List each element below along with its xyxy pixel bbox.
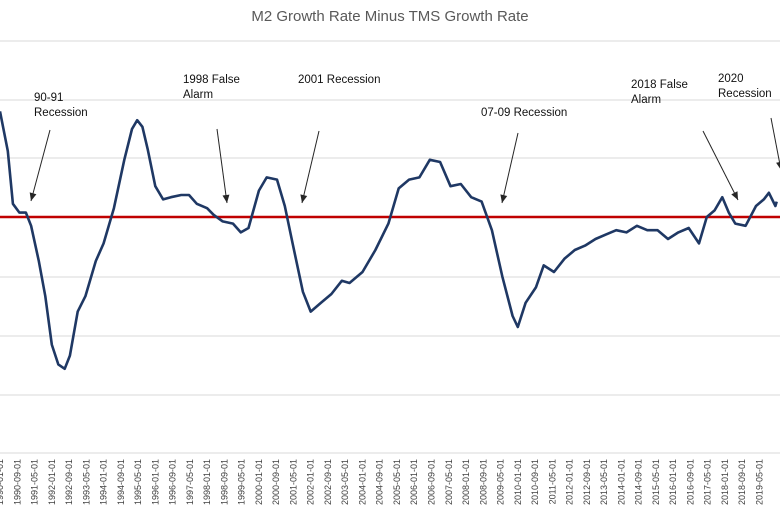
x-tick-label: 1998-01-01 — [202, 459, 212, 505]
x-tick-label: 2004-09-01 — [375, 459, 385, 505]
x-tick-label: 2012-09-01 — [582, 459, 592, 505]
annotation-arrow — [500, 132, 519, 204]
annotation-label: 90-91 Recession — [34, 92, 88, 119]
x-tick-label: 2011-05-01 — [547, 459, 557, 504]
annotation-label: 2001 Recession — [298, 74, 380, 86]
x-tick-label: 1998-09-01 — [219, 459, 229, 505]
x-tick-label: 2013-05-01 — [599, 459, 609, 505]
gridlines — [0, 40, 780, 454]
annotation-arrow — [702, 130, 739, 201]
x-tick-label: 1990-09-01 — [12, 459, 22, 505]
x-tick-label: 1996-01-01 — [150, 459, 160, 505]
annotation-arrows — [29, 117, 780, 204]
x-tick-label: 1992-01-01 — [47, 459, 57, 505]
x-tick-label: 2006-01-01 — [409, 459, 419, 505]
annotation-label: 2020 Recession — [718, 73, 772, 100]
x-tick-label: 2002-09-01 — [323, 459, 333, 505]
x-tick-label: 2010-09-01 — [530, 459, 540, 505]
annotation-arrow — [300, 130, 320, 204]
x-tick-label: 1995-05-01 — [133, 459, 143, 505]
annotation-label: 1998 False Alarm — [183, 74, 240, 101]
x-tick-label: 2017-05-01 — [703, 459, 713, 505]
x-tick-label: 2012-01-01 — [565, 459, 575, 505]
x-tick-label: 2003-05-01 — [340, 459, 350, 505]
x-axis-ticks: 1990-01-01 1990-09-01 1991-05-01 1992-01-01… — [0, 459, 764, 505]
x-tick-label: 2008-01-01 — [461, 459, 471, 505]
x-tick-label: 2000-01-01 — [254, 459, 264, 505]
series-line — [0, 111, 778, 371]
x-tick-label: 2014-01-01 — [616, 459, 626, 505]
x-tick-label: 1990-01-01 — [0, 459, 5, 505]
x-tick-label: 2018-01-01 — [720, 459, 730, 505]
x-tick-label: 2008-09-01 — [478, 459, 488, 505]
x-tick-label: 1994-01-01 — [99, 459, 109, 505]
x-tick-label: 1999-05-01 — [237, 459, 247, 505]
annotation-arrow — [216, 128, 230, 204]
x-tick-label: 2005-05-01 — [392, 459, 402, 505]
annotation-arrow — [29, 129, 51, 202]
x-tick-label: 2004-01-01 — [358, 459, 368, 505]
x-tick-label: 2009-05-01 — [496, 459, 506, 505]
x-tick-label: 2001-05-01 — [288, 459, 298, 505]
x-tick-label: 1996-09-01 — [168, 459, 178, 505]
annotation-label: 2018 False Alarm — [631, 79, 688, 106]
x-tick-label: 2014-09-01 — [634, 459, 644, 505]
x-tick-label: 1993-05-01 — [81, 459, 91, 505]
x-tick-label: 1994-09-01 — [116, 459, 126, 505]
annotation-label: 07-09 Recession — [481, 107, 567, 119]
x-tick-label: 2006-09-01 — [427, 459, 437, 505]
x-tick-label: 2018-09-01 — [737, 459, 747, 505]
chart-title: M2 Growth Rate Minus TMS Growth Rate — [251, 8, 528, 25]
annotations: 90-91 Recession 1998 False Alarm 2001 Recess… — [34, 73, 772, 119]
x-tick-label: 1992-09-01 — [64, 459, 74, 505]
x-tick-label: 2002-01-01 — [306, 459, 316, 505]
x-tick-label: 2007-05-01 — [444, 459, 454, 505]
x-tick-label: 2015-05-01 — [651, 459, 661, 505]
x-tick-label: 2019-05-01 — [754, 459, 764, 505]
x-tick-label: 2016-01-01 — [668, 459, 678, 505]
x-tick-label: 2016-09-01 — [685, 459, 695, 505]
x-tick-label: 2010-01-01 — [513, 459, 523, 505]
x-tick-label: 1991-05-01 — [30, 459, 40, 505]
x-tick-label: 1997-05-01 — [185, 459, 195, 505]
x-tick-label: 2000-09-01 — [271, 459, 281, 505]
annotation-arrow — [770, 117, 780, 169]
